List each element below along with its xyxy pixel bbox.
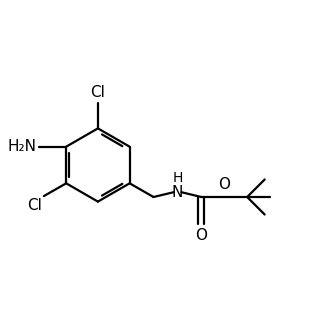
Text: H: H bbox=[172, 171, 182, 185]
Text: H₂N: H₂N bbox=[8, 139, 37, 154]
Text: O: O bbox=[195, 228, 207, 243]
Text: O: O bbox=[218, 177, 230, 192]
Text: N: N bbox=[172, 185, 183, 200]
Text: Cl: Cl bbox=[90, 85, 105, 100]
Text: Cl: Cl bbox=[27, 198, 42, 213]
